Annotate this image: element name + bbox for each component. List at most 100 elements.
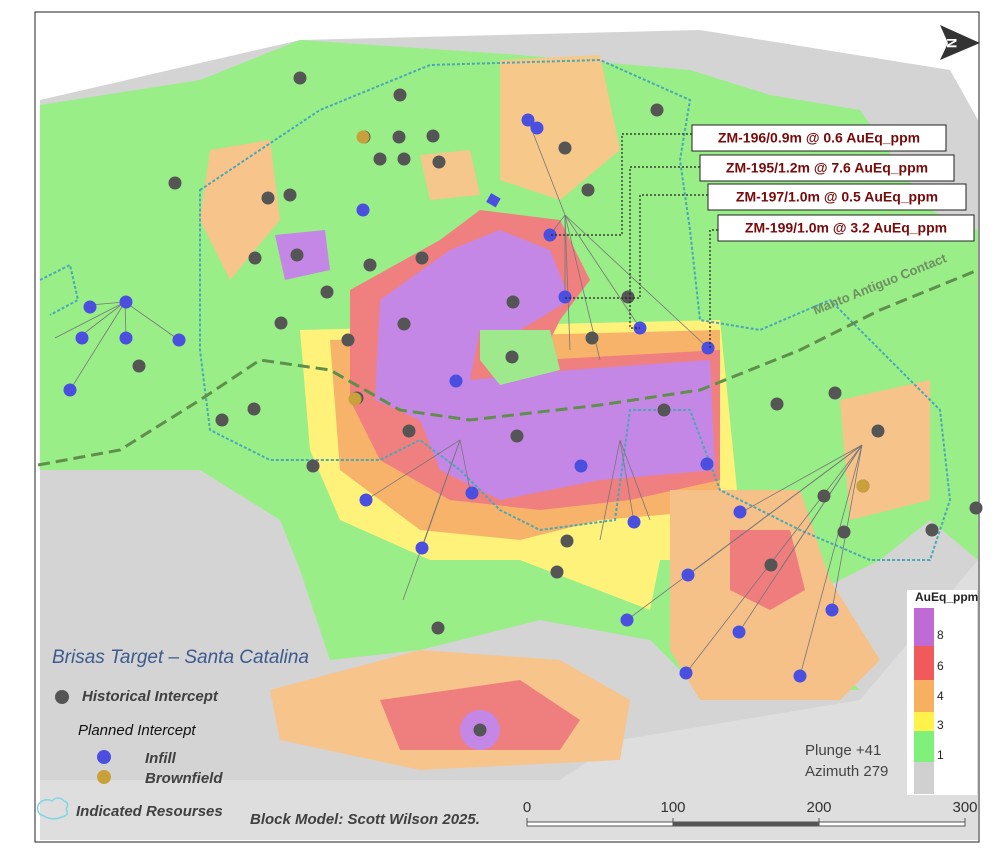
callouts: ZM-196/0.9m @ 0.6 AuEq_ppm ZM-195/1.2m @ … xyxy=(550,124,975,348)
grade-8 xyxy=(375,230,715,500)
drill-trace xyxy=(124,301,180,341)
colorbar-band xyxy=(914,680,934,712)
historical-intercept xyxy=(473,723,487,737)
scale-label: 100 xyxy=(660,799,685,816)
colorbar-label: 4 xyxy=(937,689,944,703)
drill-trace xyxy=(619,439,651,521)
drill-trace xyxy=(779,444,863,571)
indicated-outline xyxy=(199,58,952,561)
drill-trace xyxy=(527,119,566,216)
drill-trace xyxy=(81,301,126,336)
leader-line xyxy=(709,229,718,348)
infill-intercept xyxy=(620,613,634,627)
colorbar-label: 3 xyxy=(937,718,944,732)
historical-intercept xyxy=(363,258,377,272)
infill-intercept xyxy=(172,333,186,347)
historical-intercept xyxy=(341,333,355,347)
historical-intercept xyxy=(306,459,320,473)
historical-intercept xyxy=(510,429,524,443)
infill-intercept xyxy=(733,505,747,519)
historical-intercept xyxy=(871,424,885,438)
historical-intercept xyxy=(560,534,574,548)
infill-intercept xyxy=(83,300,97,314)
callout-box xyxy=(691,124,947,152)
historical-intercept xyxy=(247,402,261,416)
scale-label: 300 xyxy=(952,799,977,816)
infill-intercept xyxy=(63,383,77,397)
infill-intercept xyxy=(558,290,572,304)
legend-label: Planned Intercept xyxy=(78,722,196,739)
grade-1 xyxy=(480,330,560,385)
historical-intercept xyxy=(397,317,411,331)
intercepts xyxy=(63,71,983,737)
infill-intercept xyxy=(543,228,557,242)
drill-trace xyxy=(459,439,471,491)
colorbar-label: 1 xyxy=(937,748,944,762)
infill-intercept xyxy=(732,625,746,639)
infill-intercept xyxy=(700,457,714,471)
infill-intercept xyxy=(627,515,641,529)
historical-intercept xyxy=(817,489,831,503)
view-info: Azimuth 279 xyxy=(805,763,888,780)
historical-intercept xyxy=(770,397,784,411)
colorbar-band xyxy=(914,608,934,646)
historical-intercept xyxy=(621,290,635,304)
historical-intercept xyxy=(283,188,297,202)
leader-line xyxy=(550,133,692,236)
infill-intercept xyxy=(825,603,839,617)
infill-intercept xyxy=(119,295,133,309)
callout-text: ZM-197/1.0m @ 0.5 AuEq_ppm xyxy=(736,189,938,205)
leader-line xyxy=(565,194,708,299)
historical-intercept xyxy=(392,130,406,144)
colorbar-label: 6 xyxy=(937,659,944,673)
legend-symbol xyxy=(36,797,69,820)
credit: Block Model: Scott Wilson 2025. xyxy=(250,811,480,828)
historical-intercept xyxy=(585,331,599,345)
historical-intercept xyxy=(293,71,307,85)
drill-trace xyxy=(599,439,621,541)
historical-intercept xyxy=(505,350,519,364)
drill-trace xyxy=(564,214,571,351)
callout-box xyxy=(699,154,955,182)
contact-line xyxy=(37,268,979,467)
callout-box xyxy=(707,183,967,211)
historical-intercept xyxy=(969,501,983,515)
historical-intercept xyxy=(397,152,411,166)
north-label: N xyxy=(944,38,960,48)
infill-intercept xyxy=(119,331,133,345)
drill-trace xyxy=(619,439,635,523)
drill-trace xyxy=(402,439,461,601)
historical-intercept xyxy=(925,523,939,537)
infill-intercept xyxy=(521,113,535,127)
historical-intercept xyxy=(764,558,778,572)
map-title: Brisas Target – Santa Catalina xyxy=(52,647,309,668)
callout-text: ZM-199/1.0m @ 3.2 AuEq_ppm xyxy=(745,220,947,236)
colorbar: 8 6 4 3 1 xyxy=(914,608,944,794)
brownfield-intercept xyxy=(348,392,362,406)
colorbar-band xyxy=(914,762,934,794)
legend-label: Historical Intercept xyxy=(82,688,219,705)
callout-box xyxy=(717,214,975,242)
infill-intercept xyxy=(681,568,695,582)
historical-intercept xyxy=(274,316,288,330)
historical-intercept xyxy=(426,129,440,143)
legend-symbol xyxy=(97,770,111,784)
grade-4 xyxy=(200,140,280,280)
drill-trace xyxy=(54,301,126,339)
brownfield-intercept xyxy=(356,130,370,144)
drill-trace xyxy=(687,444,863,576)
leader-line xyxy=(629,166,700,329)
scale-bar-segment xyxy=(673,822,819,826)
historical-intercept xyxy=(393,88,407,102)
historical-intercept xyxy=(431,621,445,635)
historical-intercept xyxy=(837,525,851,539)
north-arrow xyxy=(940,25,980,60)
historical-intercept xyxy=(248,251,262,265)
colorbar-band xyxy=(914,712,934,731)
colorbar-band xyxy=(914,731,934,762)
scale-label: 200 xyxy=(806,799,831,816)
infill-intercept xyxy=(449,374,463,388)
historical-intercept xyxy=(558,141,572,155)
infill-intercept xyxy=(465,486,479,500)
